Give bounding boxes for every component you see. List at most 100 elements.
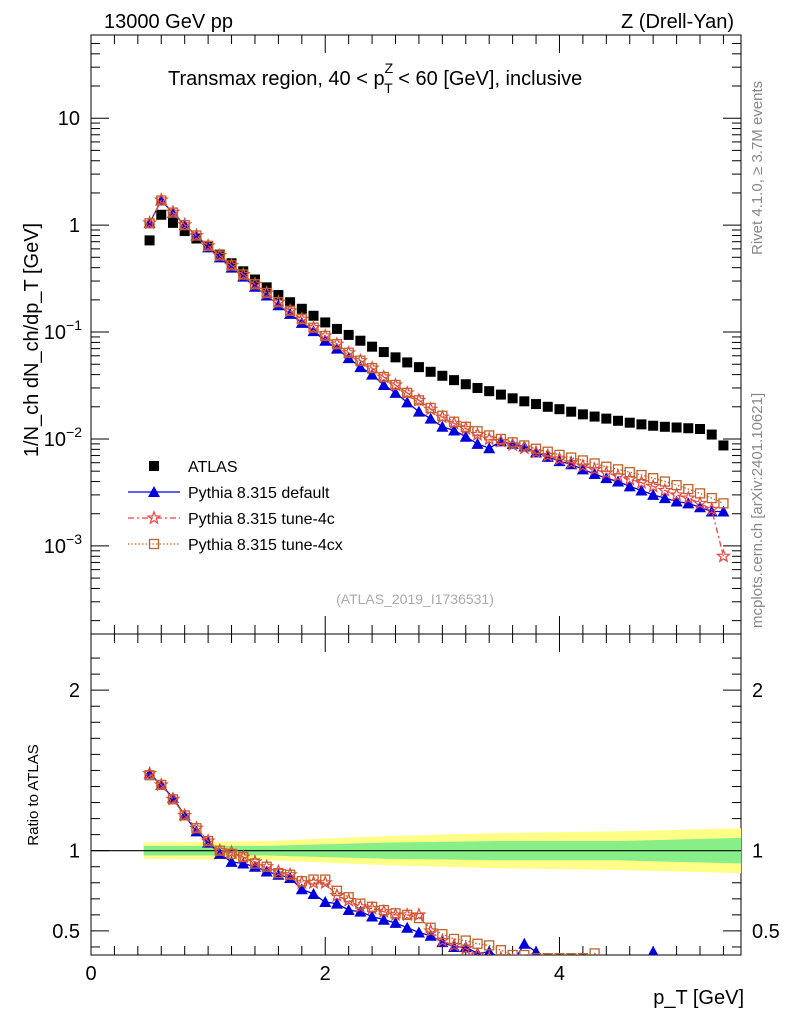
point-pythia-8-315-default [389, 386, 402, 398]
ratio-point-pythia-8-315-default [518, 937, 531, 949]
point-pythia-8-315-tune-4c [669, 486, 685, 502]
point-pythia-8-315-tune-4cx [378, 371, 389, 383]
ratio-point-pythia-8-315-default [648, 945, 659, 955]
point-atlas [542, 401, 553, 412]
point-pythia-8-315-tune-4cx [214, 250, 225, 261]
ratio-point-pythia-8-315-tune-4c [542, 957, 554, 968]
point-pythia-8-315-default [424, 412, 437, 424]
point-pythia-8-315-tune-4cx [601, 461, 612, 472]
ratio-point-pythia-8-315-default [547, 953, 549, 955]
point-pythia-8-315-tune-4cx [507, 437, 518, 448]
point-pythia-8-315-tune-4cx [425, 402, 436, 414]
ratio-point-pythia-8-315-tune-4cx [649, 959, 658, 968]
point-atlas [413, 362, 424, 373]
ratio-point-pythia-8-315-tune-4cx [355, 898, 366, 909]
main-title: Transmax region, 40 < pZ T < 60 [GeV], in… [168, 60, 582, 96]
point-pythia-8-315-default [647, 488, 660, 500]
ratio-point-pythia-8-315-tune-4c [458, 940, 474, 955]
point-atlas [460, 379, 471, 390]
point-pythia-8-315-tune-4c [680, 490, 696, 505]
point-pythia-8-315-tune-4cx [577, 455, 589, 466]
point-pythia-8-315-tune-4cx [226, 260, 237, 271]
point-pythia-8-315-tune-4c [692, 495, 708, 510]
point-pythia-8-315-tune-4cx [448, 416, 460, 427]
ratio-point-pythia-8-315-default [412, 926, 425, 938]
ratio-plot: 0 2 4 0.5 0.5 1 1 2 2 [52, 633, 780, 985]
point-atlas [402, 357, 413, 368]
point-atlas [566, 406, 577, 417]
main-y-tick-label: 10−2 [44, 424, 82, 451]
ratio-point-pythia-8-315-tune-4cx [366, 901, 378, 912]
point-pythia-8-315-tune-4cx [191, 230, 202, 241]
ratio-point-pythia-8-315-tune-4cx [566, 953, 577, 955]
point-atlas [449, 375, 460, 386]
ratio-point-pythia-8-315-tune-4cx [530, 953, 542, 955]
ratio-point-pythia-8-315-tune-4cx [589, 948, 600, 955]
main-plot: 10 1 10−1 10−2 10−3 ATLAS Pythia 8.315 default… [44, 34, 742, 635]
ratio-point-pythia-8-315-tune-4cx [577, 953, 589, 955]
ratio-point-pythia-8-315-tune-4cx [296, 876, 307, 887]
ratio-point-pythia-8-315-default [565, 960, 577, 971]
header-left: 13000 GeV pp [104, 11, 233, 33]
point-atlas [331, 323, 342, 334]
point-pythia-8-315-tune-4cx [718, 498, 729, 509]
point-pythia-8-315-default [471, 437, 484, 449]
point-pythia-8-315-tune-4cx [296, 314, 307, 325]
ratio-point-pythia-8-315-tune-4cx [214, 845, 225, 856]
legend-label: ATLAS [188, 459, 238, 476]
point-pythia-8-315-tune-4cx [308, 322, 319, 333]
point-pythia-8-315-default [377, 378, 390, 390]
ratio-point-pythia-8-315-default [319, 896, 332, 908]
ratio-point-pythia-8-315-default [248, 860, 261, 872]
point-pythia-8-315-default [354, 361, 367, 373]
point-atlas [179, 226, 190, 237]
point-atlas [718, 440, 729, 451]
ratio-point-pythia-8-315-tune-4cx [425, 922, 436, 933]
ratio-point-pythia-8-315-tune-4c [577, 957, 589, 968]
point-pythia-8-315-default [670, 495, 683, 507]
ratio-point-pythia-8-315-tune-4cx [249, 858, 261, 869]
point-pythia-8-315-tune-4cx [542, 446, 553, 457]
point-atlas [367, 341, 378, 352]
point-atlas [156, 209, 167, 220]
point-pythia-8-315-tune-4cx [437, 410, 448, 421]
point-pythia-8-315-tune-4cx [390, 379, 401, 391]
point-pythia-8-315-tune-4cx [179, 219, 190, 231]
legend-label: Pythia 8.315 tune-4c [188, 511, 335, 528]
mcplots-label: mcplots.cern.ch [arXiv:2401.10621] [749, 393, 766, 628]
point-pythia-8-315-default [459, 430, 472, 442]
point-pythia-8-315-tune-4cx [402, 387, 413, 399]
ratio-ylabel: Ratio to ATLAS [25, 744, 42, 845]
main-data [142, 192, 731, 563]
legend-marker [146, 510, 162, 525]
point-pythia-8-315-tune-4c [715, 548, 731, 563]
ratio-y-tick-label: 0.5 [52, 921, 80, 943]
ratio-point-pythia-8-315-default [307, 888, 320, 900]
legend-marker [148, 486, 160, 497]
ratio-point-pythia-8-315-tune-4cx [614, 959, 623, 968]
ratio-point-pythia-8-315-tune-4c [518, 957, 530, 968]
ratio-point-pythia-8-315-tune-4cx [331, 885, 343, 896]
ratio-point-pythia-8-315-default [612, 957, 624, 968]
point-pythia-8-315-tune-4c [633, 474, 649, 490]
point-pythia-8-315-tune-4cx [589, 458, 600, 469]
ratio-point-pythia-8-315-tune-4c [612, 957, 624, 968]
point-atlas [285, 297, 296, 308]
point-pythia-8-315-tune-4cx [238, 269, 249, 280]
point-atlas [624, 417, 635, 428]
point-pythia-8-315-tune-4cx [519, 440, 530, 451]
point-pythia-8-315-default [694, 501, 707, 513]
ratio-point-pythia-8-315-default [366, 910, 379, 922]
point-pythia-8-315-tune-4cx [249, 279, 261, 290]
ratio-y-tick-label-right: 0.5 [752, 921, 780, 943]
point-atlas [577, 409, 588, 420]
ratio-point-pythia-8-315-tune-4c [565, 957, 577, 968]
x-axis-label: p_T [GeV] [653, 987, 744, 1009]
main-y-tick-label: 1 [69, 215, 80, 237]
point-atlas [437, 370, 448, 381]
ratio-point-pythia-8-315-tune-4cx [402, 909, 413, 921]
point-pythia-8-315-tune-4cx [261, 287, 272, 299]
ratio-point-pythia-8-315-tune-4cx [179, 810, 190, 821]
ratio-point-pythia-8-315-tune-4cx [437, 928, 448, 940]
